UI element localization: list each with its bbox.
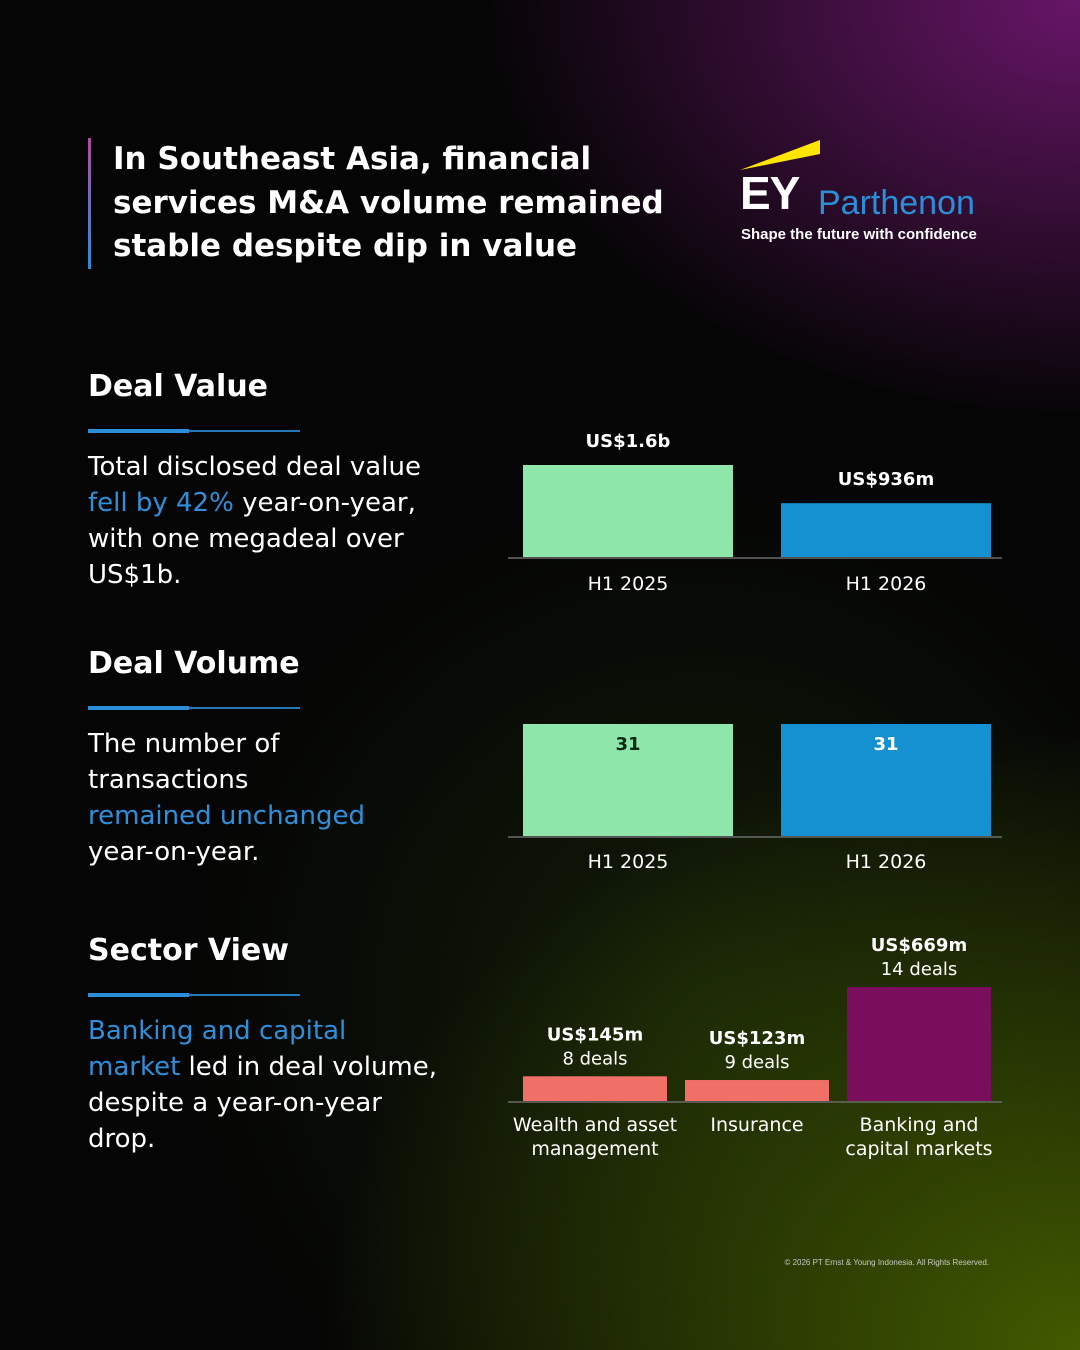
ey-beam-icon (740, 140, 820, 170)
sector-view-title: Sector View (88, 933, 289, 968)
sector-view-highlight-1: Banking and capital (88, 1016, 347, 1046)
deal-volume-bar-2 (781, 724, 991, 836)
sector-value-label-3: US$669m (871, 935, 967, 956)
deal-volume-desc-line-4: year-on-year. (88, 837, 260, 867)
headline-line-1: In Southeast Asia, financial (113, 141, 592, 177)
sector-bar-3 (847, 987, 991, 1101)
deal-value-desc-line-3: with one megadeal over (88, 524, 404, 554)
deal-value-bar-2 (781, 503, 991, 557)
logo-tagline: Shape the future with confidence (741, 226, 977, 243)
deal-volume-title: Deal Volume (88, 646, 300, 681)
sector-category-label-1-2: management (531, 1138, 658, 1160)
sector-deal-label-3: 14 deals (881, 959, 958, 980)
deal-value-highlight: fell by 42% (88, 488, 234, 518)
sector-view-divider (88, 993, 300, 997)
deal-volume-value-label-1: 31 (615, 734, 640, 755)
sector-category-label-3-1: Banking and (860, 1114, 979, 1136)
deal-value-category-label-2-1: H1 2026 (846, 573, 927, 595)
sector-view-desc-line-4: drop. (88, 1124, 156, 1154)
deal-value-desc-line-2: fell by 42% year-on-year, (88, 485, 468, 521)
sector-view-highlight-2: market (88, 1052, 181, 1082)
sector-view-desc-line-3: despite a year-on-year (88, 1088, 382, 1118)
copyright-notice: © 2026 PT Ernst & Young Indonesia. All R… (784, 1258, 989, 1267)
deal-value-category-label-1-1: H1 2025 (588, 573, 669, 595)
deal-value-value-label-1: US$1.6b (586, 431, 671, 452)
sector-category-label-1-1: Wealth and asset (513, 1114, 677, 1136)
deal-volume-category-label-2-1: H1 2026 (846, 851, 927, 873)
sector-deal-label-2: 9 deals (724, 1052, 789, 1073)
deal-volume-value-label-2: 31 (873, 734, 898, 755)
logo-ey-text: EY (740, 167, 800, 219)
deal-volume-desc-line-2: transactions (88, 765, 249, 795)
logo-parthenon-text: Parthenon (818, 184, 975, 222)
deal-volume-highlight: remained unchanged (88, 801, 365, 831)
deal-volume-divider (88, 706, 300, 710)
deal-value-desc-line-4: US$1b. (88, 560, 182, 590)
sector-view-description: Banking and capital market led in deal v… (88, 1013, 478, 1157)
headline-line-3: stable despite dip in value (113, 228, 578, 264)
sector-category-label-3-2: capital markets (845, 1138, 992, 1160)
sector-view-desc-line-2: market led in deal volume, (88, 1049, 478, 1085)
sector-bar-2 (685, 1080, 829, 1101)
ey-parthenon-logo: EY Parthenon Shape the future with confi… (740, 140, 1000, 250)
sector-deal-label-1: 8 deals (562, 1048, 627, 1069)
sector-category-label-2-1: Insurance (710, 1114, 803, 1136)
deal-value-value-label-2: US$936m (838, 469, 934, 490)
sector-bar-1 (523, 1076, 667, 1101)
headline-line-2: services M&A volume remained (113, 184, 664, 221)
sector-view-desc-rest: led in deal volume, (180, 1052, 438, 1082)
deal-volume-bar-1 (523, 724, 733, 836)
deal-volume-description: The number of transactions remained unch… (88, 726, 468, 870)
deal-value-description: Total disclosed deal value fell by 42% y… (88, 449, 468, 593)
deal-volume-category-label-1-1: H1 2025 (588, 851, 669, 873)
deal-value-desc-rest: year-on-year, (233, 488, 416, 518)
deal-value-desc-line-1: Total disclosed deal value (88, 452, 421, 482)
sector-value-label-1: US$145m (547, 1024, 643, 1045)
sector-value-label-2: US$123m (709, 1028, 805, 1049)
deal-volume-desc-line-1: The number of (88, 729, 280, 759)
deal-value-divider (88, 429, 300, 433)
deal-value-bar-1 (523, 465, 733, 557)
deal-value-title: Deal Value (88, 369, 269, 404)
page-headline: In Southeast Asia, financial services M&… (88, 138, 678, 269)
